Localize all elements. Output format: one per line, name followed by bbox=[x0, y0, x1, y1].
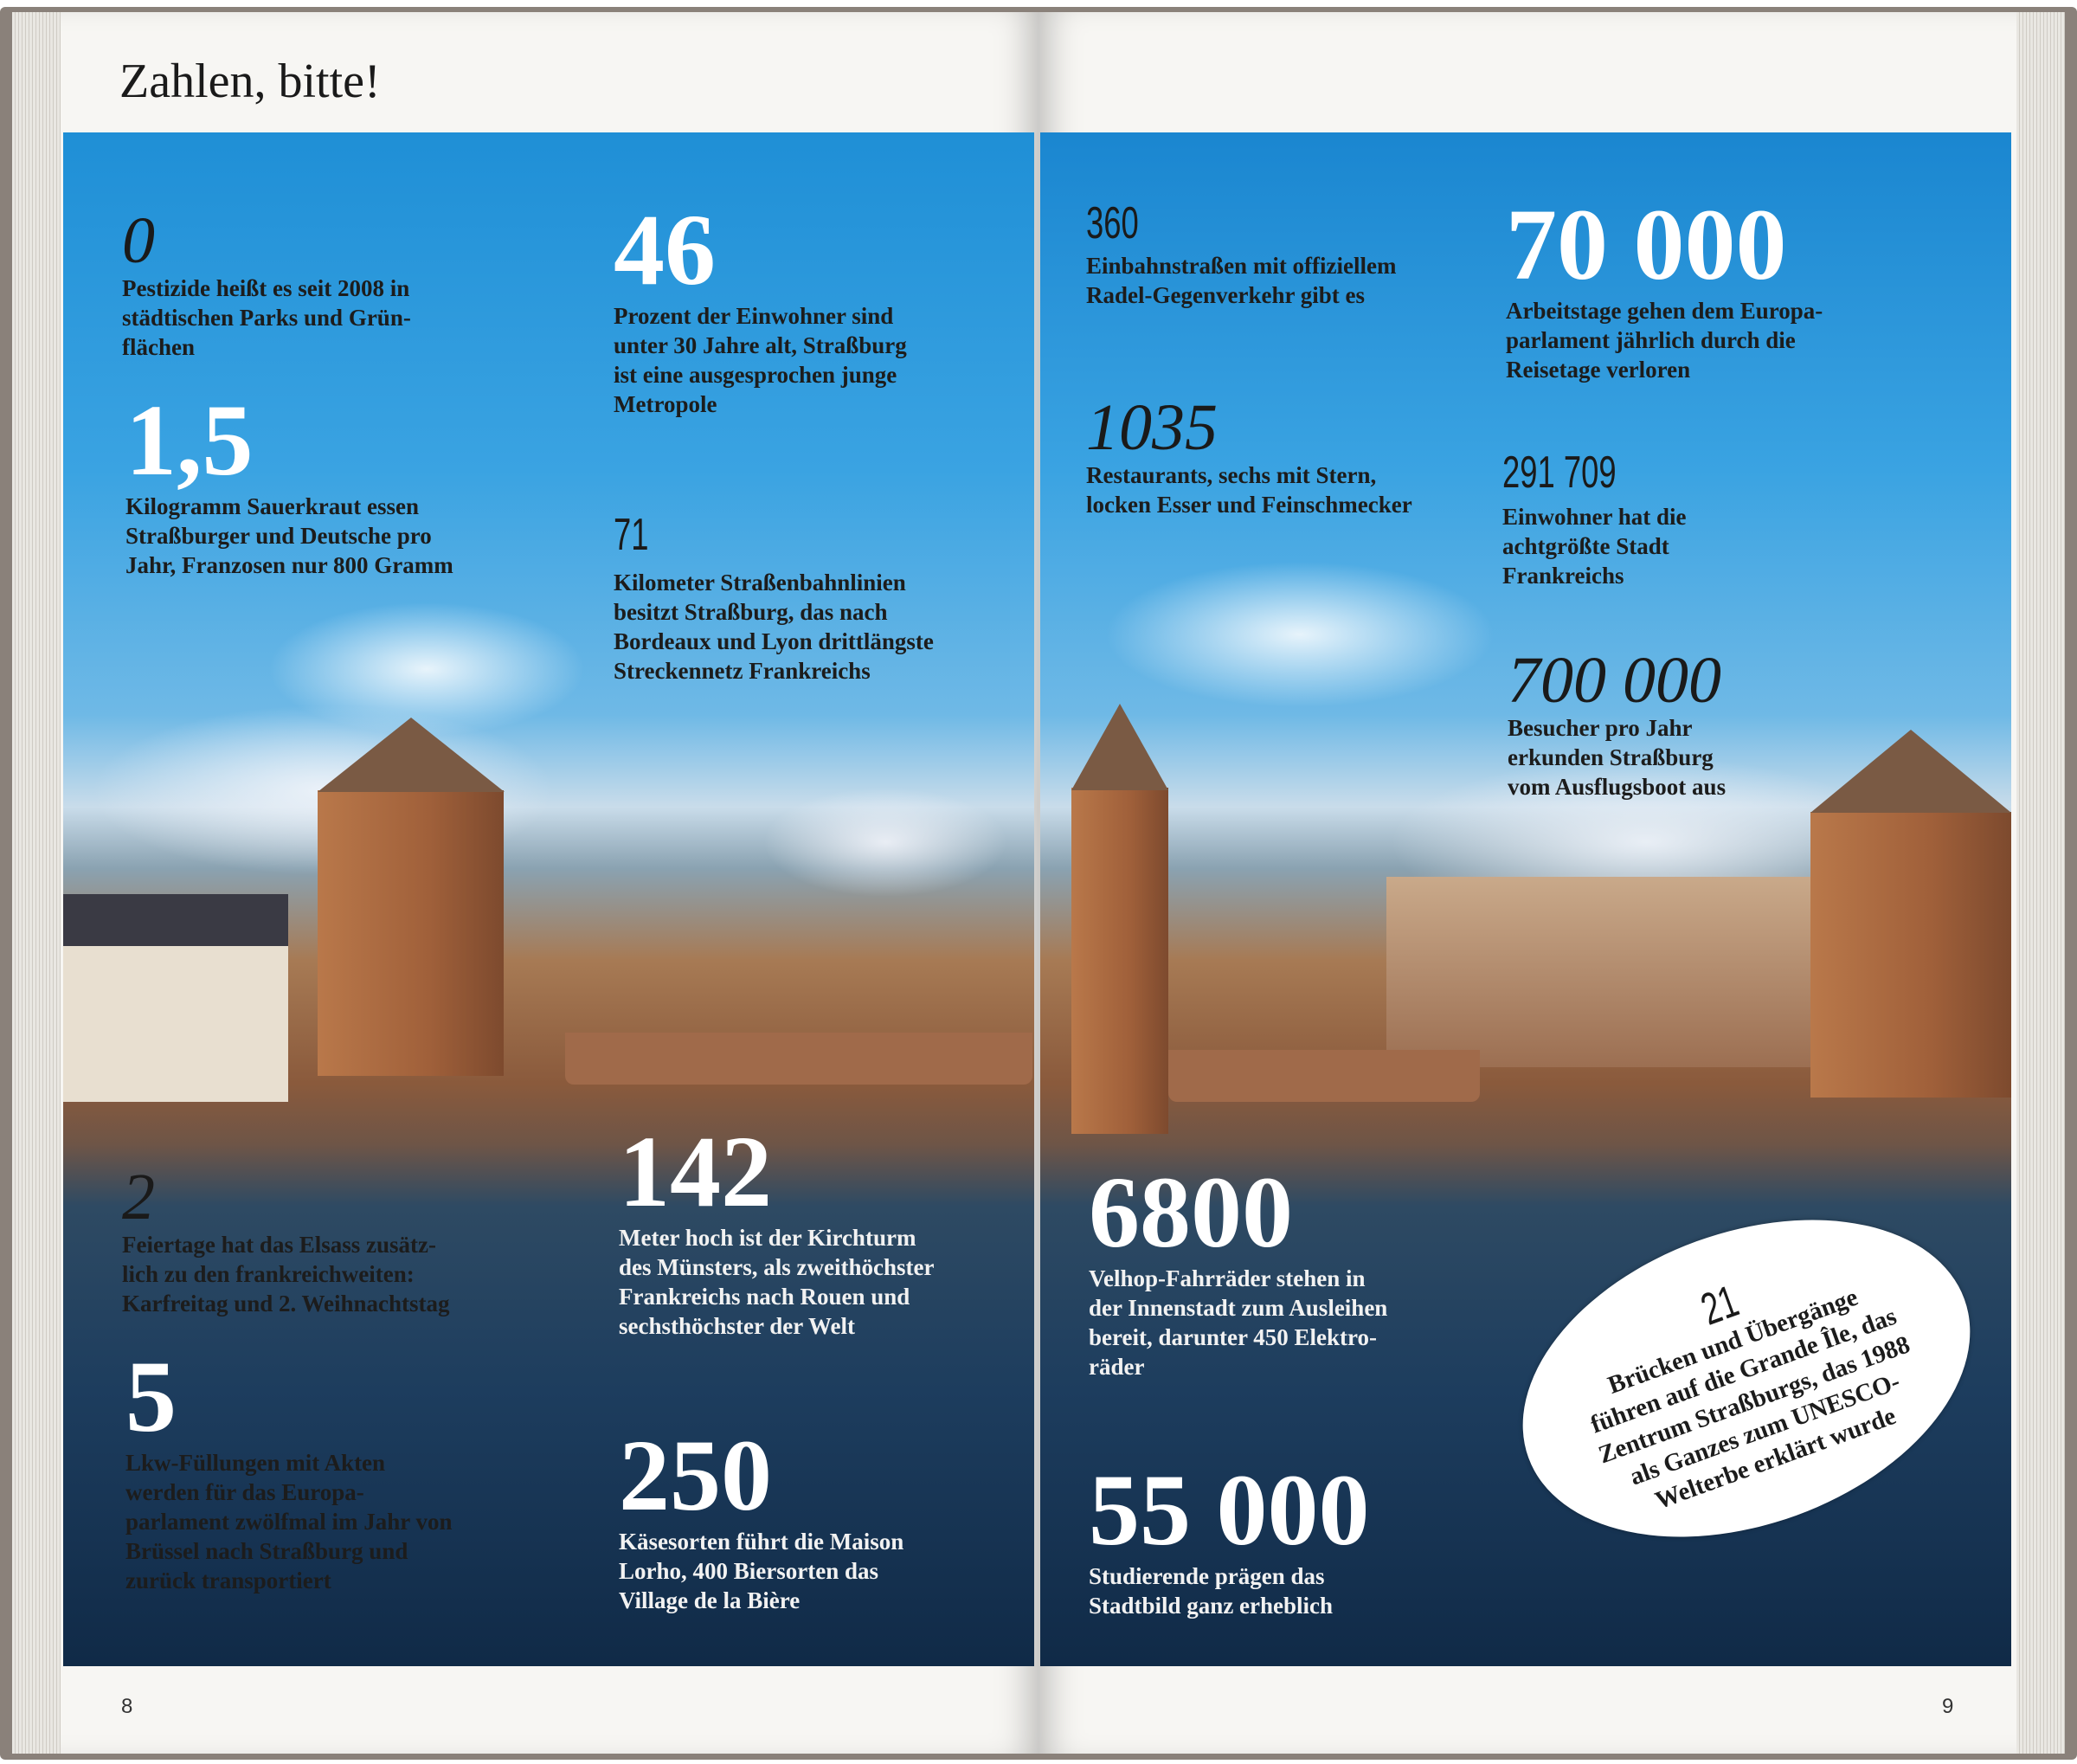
stat-1-5: 1,5 Kilogramm Sauerkraut essen Straßburg… bbox=[125, 389, 453, 580]
stat-text: Arbeitstage gehen dem Europa- parlament … bbox=[1506, 298, 1823, 383]
page-number-left: 8 bbox=[121, 1695, 133, 1718]
houses-right bbox=[1386, 877, 1810, 1067]
stat-1035: 1035 Restaurants, sechs mit Stern, locke… bbox=[1086, 395, 1412, 519]
stat-number: 291 709 bbox=[1502, 447, 1617, 498]
page-stack-right bbox=[2016, 12, 2065, 1754]
stat-number: 21 bbox=[1694, 1275, 1746, 1336]
stat-text: Einwohner hat die achtgrößte Stadt Frank… bbox=[1502, 504, 1687, 589]
stat-71: 71 Kilometer Straßenbahnlinien besitzt S… bbox=[614, 512, 934, 686]
tower-right bbox=[1810, 812, 2011, 1098]
tower-roof-left bbox=[318, 718, 505, 792]
page-number-right: 9 bbox=[1942, 1695, 1954, 1718]
stat-142: 142 Meter hoch ist der Kirchturm des Mün… bbox=[619, 1121, 934, 1341]
tower-left bbox=[318, 790, 504, 1076]
bridge-left bbox=[565, 1033, 1032, 1085]
stat-number: 250 bbox=[619, 1419, 772, 1532]
tower-center bbox=[1071, 788, 1168, 1134]
stat-number: 70 000 bbox=[1506, 188, 1787, 301]
photo-left bbox=[63, 132, 1034, 1666]
stat-text: Kilogramm Sauerkraut essen Straßburger u… bbox=[125, 493, 453, 578]
stat-text: Käsesorten führt die Maison Lorho, 400 B… bbox=[619, 1529, 904, 1613]
stat-text: Feiertage hat das Elsass zusätz- lich zu… bbox=[122, 1232, 450, 1317]
stat-number: 6800 bbox=[1089, 1156, 1293, 1269]
stat-70000: 70 000 Arbeitstage gehen dem Europa- par… bbox=[1506, 194, 1823, 384]
stat-6800: 6800 Velhop-Fahrräder stehen in der Inne… bbox=[1089, 1162, 1387, 1381]
stat-number: 71 bbox=[614, 510, 649, 560]
stat-number: 700 000 bbox=[1508, 644, 1721, 717]
bridge-right bbox=[1168, 1050, 1480, 1102]
stat-55000: 55 000 Studierende prägen das Stadtbild … bbox=[1089, 1459, 1370, 1620]
stat-number: 360 bbox=[1086, 198, 1139, 248]
stat-46: 46 Prozent der Einwohner sind unter 30 J… bbox=[614, 199, 907, 419]
stat-2: 2 Feiertage hat das Elsass zusätz- lich … bbox=[122, 1164, 450, 1318]
stat-700000: 700 000 Besucher pro Jahr erkunden Straß… bbox=[1508, 647, 1726, 802]
stat-text: Kilometer Straßenbahnlinien besitzt Stra… bbox=[614, 570, 934, 684]
page-title: Zahlen, bitte! bbox=[119, 55, 381, 108]
house-roof-left bbox=[63, 894, 288, 946]
stat-text: Prozent der Einwohner sind unter 30 Jahr… bbox=[614, 303, 907, 417]
stat-text: Besucher pro Jahr erkunden Straßburg vom… bbox=[1508, 715, 1727, 800]
tower-roof-right bbox=[1810, 730, 2011, 813]
stat-number: 2 bbox=[122, 1161, 155, 1233]
stat-text: Lkw-Füllungen mit Akten werden für das E… bbox=[125, 1450, 453, 1593]
stat-number: 46 bbox=[614, 193, 716, 306]
tower-roof-center bbox=[1071, 704, 1168, 790]
stat-291709: 291 709 Einwohner hat die achtgrößte Sta… bbox=[1502, 450, 1687, 590]
stat-360: 360 Einbahnstraßen mit offiziellem Radel… bbox=[1086, 201, 1397, 310]
stat-number: 1035 bbox=[1086, 391, 1218, 464]
stat-text: Einbahnstraßen mit offiziellem Radel-Geg… bbox=[1086, 253, 1397, 308]
house-left bbox=[63, 937, 288, 1102]
stat-text: Velhop-Fahrräder stehen in der Innenstad… bbox=[1089, 1265, 1388, 1380]
stat-number: 1,5 bbox=[125, 383, 254, 497]
stat-5: 5 Lkw-Füllungen mit Akten werden für das… bbox=[125, 1346, 452, 1595]
stat-text: Pestizide heißt es seit 2008 in städtisc… bbox=[122, 275, 411, 360]
page-stack-left bbox=[12, 12, 61, 1754]
stat-0: 0 Pestizide heißt es seit 2008 in städti… bbox=[122, 208, 411, 362]
stat-number: 55 000 bbox=[1089, 1453, 1370, 1567]
stat-text: Studierende prägen das Stadtbild ganz er… bbox=[1089, 1563, 1334, 1619]
stat-number: 142 bbox=[619, 1115, 772, 1228]
stat-number: 0 bbox=[122, 204, 155, 277]
stat-250: 250 Käsesorten führt die Maison Lorho, 4… bbox=[619, 1425, 903, 1615]
stat-number: 5 bbox=[125, 1340, 177, 1453]
stat-text: Restaurants, sechs mit Stern, locken Ess… bbox=[1086, 462, 1412, 518]
stat-text: Meter hoch ist der Kirchturm des Münster… bbox=[619, 1225, 935, 1339]
